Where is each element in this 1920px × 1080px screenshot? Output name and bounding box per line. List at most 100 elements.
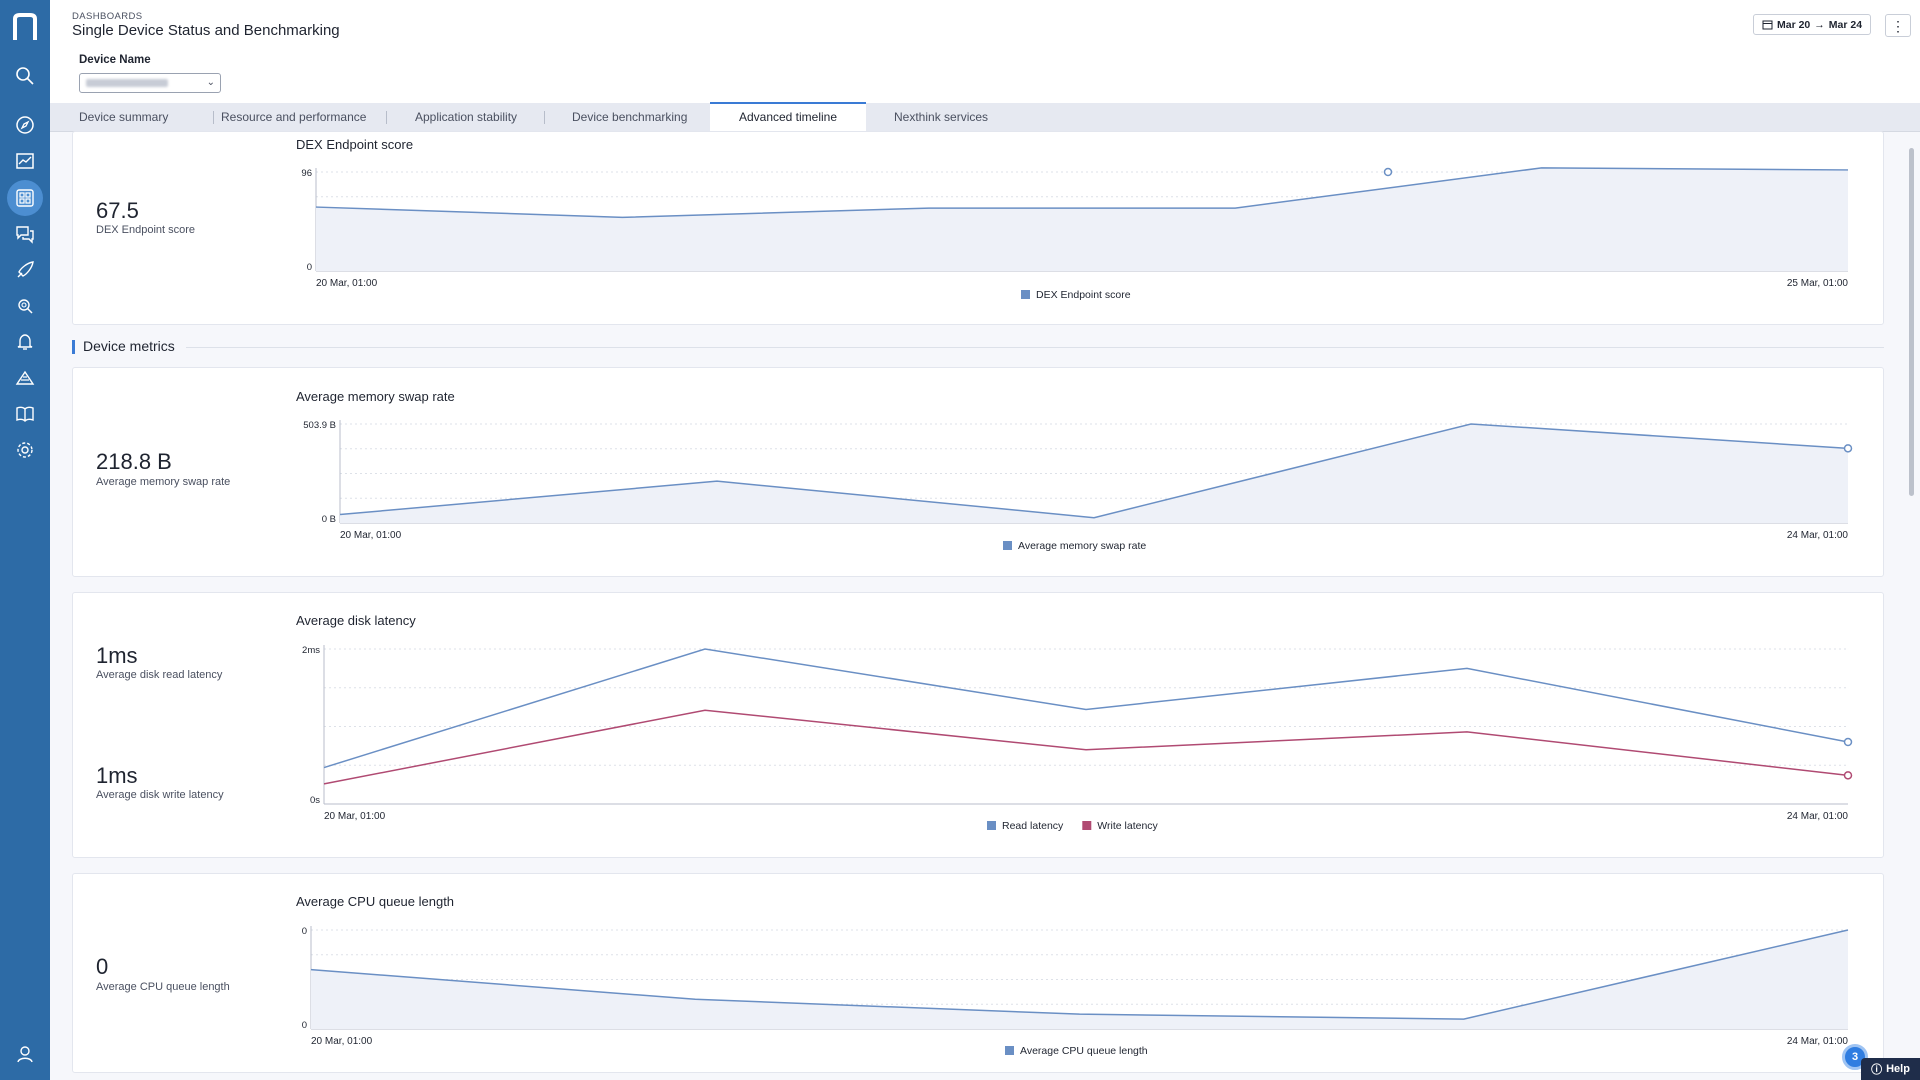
section-accent-bar (72, 340, 75, 354)
series-line (315, 167, 1849, 219)
series-line (310, 929, 1849, 1020)
cpu-kpi-label: Average CPU queue length (96, 981, 230, 993)
y-tick-label-bottom: 0 (307, 262, 312, 273)
arrow-right-icon: → (1814, 18, 1825, 31)
chart-window-icon[interactable] (13, 149, 37, 173)
investigation-icon[interactable] (13, 294, 37, 318)
calendar-icon (1762, 20, 1773, 30)
cpu-queue-card: 0 Average CPU queue length Average CPU q… (72, 873, 1884, 1073)
help-label: Help (1886, 1063, 1910, 1075)
dashboards-icon[interactable] (13, 186, 37, 210)
y-tick-label-top: 0 (302, 926, 307, 937)
legend-swatch (1082, 821, 1092, 830)
dex-score-card: 67.5 DEX Endpoint score DEX Endpoint sco… (72, 131, 1884, 325)
date-to: Mar 24 (1828, 18, 1863, 31)
tab-separator (386, 111, 387, 124)
legend-label: DEX Endpoint score (1036, 289, 1131, 301)
hover-marker (1383, 167, 1393, 177)
more-options-icon[interactable]: ⋮ (1885, 14, 1911, 37)
chevron-down-icon: ⌄ (206, 77, 215, 88)
tab-advanced-timeline[interactable]: Advanced timeline (710, 102, 866, 133)
y-tick-label-bottom: 0 (302, 1020, 307, 1031)
nexthink-logo[interactable] (12, 13, 38, 41)
x-tick-label-end: 24 Mar, 01:00 (1787, 811, 1849, 822)
section-divider (186, 347, 1884, 348)
disk-write-kpi-value: 1ms (96, 763, 138, 788)
series-end-marker (1843, 737, 1853, 747)
compass-icon[interactable] (13, 113, 37, 137)
date-range-button[interactable]: Mar 20 → Mar 24 (1753, 14, 1871, 35)
nav-active-indicator (7, 180, 43, 216)
section-title: Device metrics (83, 338, 175, 354)
tab-nexthink-services[interactable]: Nexthink services (894, 110, 989, 124)
disk-chart-title: Average disk latency (296, 613, 416, 628)
x-tick-label-start: 20 Mar, 01:00 (316, 278, 378, 289)
disk-read-kpi-label: Average disk read latency (96, 669, 223, 681)
dex-kpi-label: DEX Endpoint score (96, 224, 196, 236)
disk-latency-card: 1ms Average disk read latency 1ms Averag… (72, 592, 1884, 858)
legend-swatch (1005, 1046, 1014, 1055)
series-area-fill (311, 930, 1848, 1029)
cpu-chart: 0 0 20 Mar, 01:00 24 Mar, 01:00 Average CPU … (302, 926, 1849, 1057)
tab-separator (544, 111, 545, 124)
series-line (323, 709, 1849, 785)
sidebar (0, 0, 50, 1080)
device-name-label: Device Name (79, 54, 151, 66)
page-header: DASHBOARDS Single Device Status and Benc… (50, 0, 1920, 103)
help-button[interactable]: ⓘ Help (1861, 1058, 1920, 1080)
legend-swatch (1021, 290, 1030, 299)
series-end-marker (1843, 444, 1853, 453)
y-tick-label-top: 2ms (302, 645, 320, 656)
y-tick-label-bottom: 0s (310, 795, 320, 806)
legend-swatch (987, 821, 996, 830)
tab-device-benchmarking[interactable]: Device benchmarking (572, 110, 688, 124)
page-title: Single Device Status and Benchmarking (72, 22, 340, 39)
library-book-icon[interactable] (13, 402, 37, 426)
tab-separator (213, 111, 214, 124)
device-name-redacted-value (86, 79, 168, 87)
tab-device-summary[interactable]: Device summary (79, 110, 169, 124)
tab-application-stability[interactable]: Application stability (415, 110, 518, 124)
series-line (339, 423, 1849, 519)
series-area-fill (316, 167, 1848, 271)
swap-chart-title: Average memory swap rate (296, 389, 455, 404)
y-tick-label-top: 503.9 B (303, 420, 336, 431)
swap-chart: 503.9 B 0 B 20 Mar, 01:00 24 Mar, 01:00 Aver… (303, 420, 1853, 552)
disk-read-kpi-value: 1ms (96, 643, 138, 668)
x-tick-label-start: 20 Mar, 01:00 (324, 811, 386, 822)
legend-label: Average CPU queue length (1020, 1045, 1148, 1057)
remote-actions-icon[interactable] (13, 366, 37, 390)
series-area-fill (340, 424, 1848, 523)
cpu-kpi-value: 0 (96, 954, 109, 979)
x-tick-label-end: 24 Mar, 01:00 (1787, 1036, 1849, 1047)
dex-chart: 96 0 20 Mar, 01:00 25 Mar, 01:00 DEX Endpoin… (301, 167, 1849, 301)
rocket-icon[interactable] (13, 258, 37, 282)
device-name-select[interactable]: ⌄ (79, 73, 221, 93)
page-scrollbar[interactable] (1909, 148, 1914, 496)
legend-swatch (1003, 541, 1012, 550)
search-icon[interactable] (13, 64, 37, 88)
legend-label: Average memory swap rate (1018, 540, 1146, 552)
bell-icon[interactable] (13, 330, 37, 354)
tab-resource-and-performance[interactable]: Resource and performance (221, 110, 367, 124)
cpu-chart-title: Average CPU queue length (296, 894, 455, 909)
settings-gear-icon[interactable] (13, 438, 37, 462)
dex-kpi-value: 67.5 (96, 198, 139, 223)
user-profile-icon[interactable] (13, 1042, 37, 1066)
disk-write-kpi-label: Average disk write latency (96, 789, 224, 801)
dex-chart-title: DEX Endpoint score (296, 137, 414, 152)
x-tick-label-end: 24 Mar, 01:00 (1787, 530, 1849, 541)
series-end-marker (1843, 771, 1853, 780)
x-tick-label-start: 20 Mar, 01:00 (340, 530, 402, 541)
legend-label: Write latency (1097, 820, 1158, 832)
date-from: Mar 20 (1777, 18, 1811, 31)
chat-icon[interactable] (13, 222, 37, 246)
y-tick-label-bottom: 0 B (322, 514, 336, 525)
swap-kpi-value: 218.8 B (96, 449, 172, 474)
y-tick-label-top: 96 (301, 168, 312, 179)
dashboard-tabs: Device summary Resource and performance … (50, 102, 1920, 133)
breadcrumb[interactable]: DASHBOARDS (72, 11, 143, 22)
disk-chart: 2ms 0s 20 Mar, 01:00 24 Mar, 01:00 Read late… (302, 645, 1853, 832)
x-tick-label-end: 25 Mar, 01:00 (1787, 278, 1849, 289)
help-circle-icon: ⓘ (1871, 1064, 1883, 1076)
